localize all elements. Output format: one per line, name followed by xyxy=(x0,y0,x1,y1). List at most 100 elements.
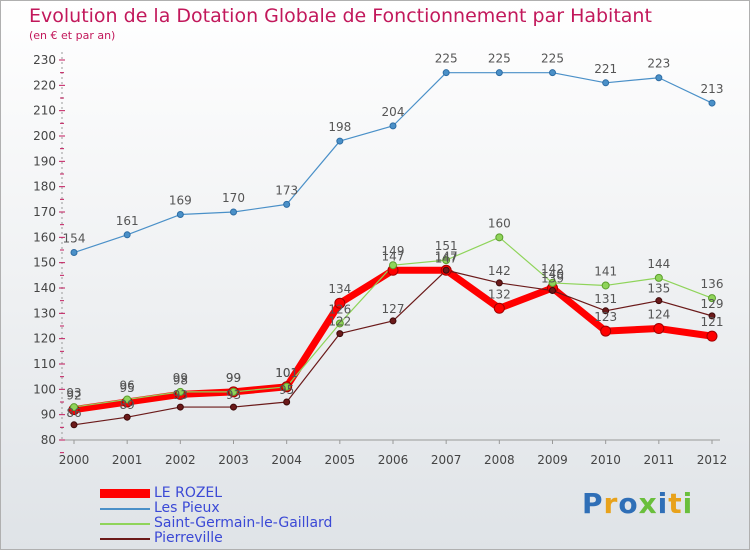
data-label-saint-germain-le-gaillard: 151 xyxy=(435,239,458,253)
proxiti-logo: Proxiti xyxy=(582,487,693,520)
data-label-le-rozel: 132 xyxy=(488,287,511,301)
y-tick-label: 120 xyxy=(33,332,56,346)
x-tick-label: 2004 xyxy=(271,453,302,467)
x-tick-label: 2006 xyxy=(378,453,409,467)
legend-item-pierreville: Pierreville xyxy=(100,531,400,546)
legend-item-le-rozel: LE ROZEL xyxy=(100,486,400,501)
data-label-le-rozel: 95 xyxy=(120,381,135,395)
data-point-les-pieux xyxy=(389,122,397,130)
series-line-les-pieux xyxy=(73,72,713,254)
data-point-les-pieux xyxy=(336,137,344,145)
data-point-le-rozel xyxy=(706,330,718,342)
logo-letter: x xyxy=(638,487,658,520)
data-label-le-rozel: 147 xyxy=(435,249,458,263)
data-label-le-rozel: 123 xyxy=(594,310,617,324)
data-label-les-pieux: 154 xyxy=(63,232,86,246)
data-point-saint-germain-le-gaillard xyxy=(708,294,716,303)
data-label-les-pieux: 204 xyxy=(382,105,405,119)
data-point-saint-germain-le-gaillard xyxy=(389,261,397,270)
data-point-pierreville xyxy=(123,413,131,421)
logo-letter: P xyxy=(582,487,604,520)
data-point-saint-germain-le-gaillard xyxy=(442,256,451,265)
logo-letter: t xyxy=(668,487,683,520)
y-tick-label: 200 xyxy=(33,129,56,143)
data-label-les-pieux: 161 xyxy=(116,214,139,228)
data-point-saint-germain-le-gaillard xyxy=(282,382,291,391)
data-point-saint-germain-le-gaillard xyxy=(229,387,238,396)
data-label-saint-germain-le-gaillard: 144 xyxy=(647,257,670,271)
data-label-pierreville: 129 xyxy=(701,297,724,311)
legend-item-saint-germain: Saint-Germain-le-Gaillard xyxy=(100,516,400,531)
data-label-saint-germain-le-gaillard: 99 xyxy=(226,371,241,385)
data-point-pierreville xyxy=(389,317,397,325)
x-tick-label: 2003 xyxy=(218,453,249,467)
data-point-le-rozel xyxy=(493,302,505,314)
data-point-pierreville xyxy=(602,307,610,315)
data-point-saint-germain-le-gaillard xyxy=(654,273,663,282)
data-label-pierreville: 122 xyxy=(328,315,351,329)
y-tick-label: 140 xyxy=(33,281,56,295)
data-label-pierreville: 131 xyxy=(594,292,617,306)
data-label-pierreville: 89 xyxy=(120,398,135,412)
x-tick-label: 2007 xyxy=(431,453,462,467)
legend: LE ROZEL Les Pieux Saint-Germain-le-Gail… xyxy=(100,486,400,546)
data-label-saint-germain-le-gaillard: 99 xyxy=(173,371,188,385)
data-point-les-pieux xyxy=(230,208,237,216)
data-label-saint-germain-le-gaillard: 96 xyxy=(120,378,135,392)
data-point-pierreville xyxy=(336,330,344,338)
data-point-pierreville xyxy=(495,279,503,287)
x-tick-label: 2011 xyxy=(644,453,675,467)
data-label-les-pieux: 221 xyxy=(594,62,617,76)
y-tick-label: 230 xyxy=(33,53,56,67)
data-label-le-rozel: 134 xyxy=(328,282,351,296)
y-tick-label: 100 xyxy=(33,382,56,396)
data-point-pierreville xyxy=(176,403,184,411)
data-label-saint-germain-le-gaillard: 141 xyxy=(594,264,617,278)
y-tick-label: 160 xyxy=(33,230,56,244)
data-point-saint-germain-le-gaillard xyxy=(123,395,132,404)
data-label-pierreville: 93 xyxy=(226,388,241,402)
y-tick-label: 130 xyxy=(33,306,56,320)
x-tick-label: 2010 xyxy=(590,453,621,467)
data-label-saint-germain-le-gaillard: 101 xyxy=(275,366,298,380)
data-label-pierreville: 127 xyxy=(382,302,405,316)
data-point-les-pieux xyxy=(70,249,78,257)
data-point-les-pieux xyxy=(283,200,291,208)
x-tick-label: 2012 xyxy=(697,453,728,467)
data-point-pierreville xyxy=(655,297,663,305)
x-tick-label: 2009 xyxy=(537,453,568,467)
data-label-les-pieux: 170 xyxy=(222,191,245,205)
data-point-les-pieux xyxy=(708,99,716,107)
y-tick-label: 150 xyxy=(33,256,56,270)
data-point-les-pieux xyxy=(602,79,610,87)
data-label-le-rozel: 124 xyxy=(647,308,670,322)
chart-subtitle: (en € et par an) xyxy=(29,29,116,42)
legend-label-le-rozel: LE ROZEL xyxy=(154,485,223,501)
data-point-les-pieux xyxy=(549,69,556,77)
data-point-saint-germain-le-gaillard xyxy=(495,233,504,242)
data-point-saint-germain-le-gaillard xyxy=(601,281,610,290)
data-label-pierreville: 86 xyxy=(66,406,81,420)
data-point-le-rozel xyxy=(334,297,346,309)
data-label-le-rozel: 92 xyxy=(66,389,81,403)
data-point-pierreville xyxy=(708,312,716,320)
x-tick-label: 2001 xyxy=(112,453,143,467)
x-tick-label: 2005 xyxy=(325,453,356,467)
data-label-les-pieux: 169 xyxy=(169,194,192,208)
data-label-saint-germain-le-gaillard: 160 xyxy=(488,216,511,230)
data-point-le-rozel xyxy=(600,325,612,337)
data-label-pierreville: 142 xyxy=(488,264,511,278)
chart-title: Evolution de la Dotation Globale de Fonc… xyxy=(29,5,652,27)
logo-letter: o xyxy=(618,487,639,520)
x-tick-label: 2000 xyxy=(59,453,90,467)
data-point-les-pieux xyxy=(655,74,663,82)
data-label-le-rozel: 140 xyxy=(541,267,564,281)
legend-swatch-le-rozel xyxy=(100,489,150,498)
legend-swatch-les-pieux xyxy=(100,508,150,510)
data-point-saint-germain-le-gaillard xyxy=(335,319,344,328)
data-label-pierreville: 139 xyxy=(541,272,564,286)
logo-letter: r xyxy=(603,487,619,520)
legend-item-les-pieux: Les Pieux xyxy=(100,501,400,516)
